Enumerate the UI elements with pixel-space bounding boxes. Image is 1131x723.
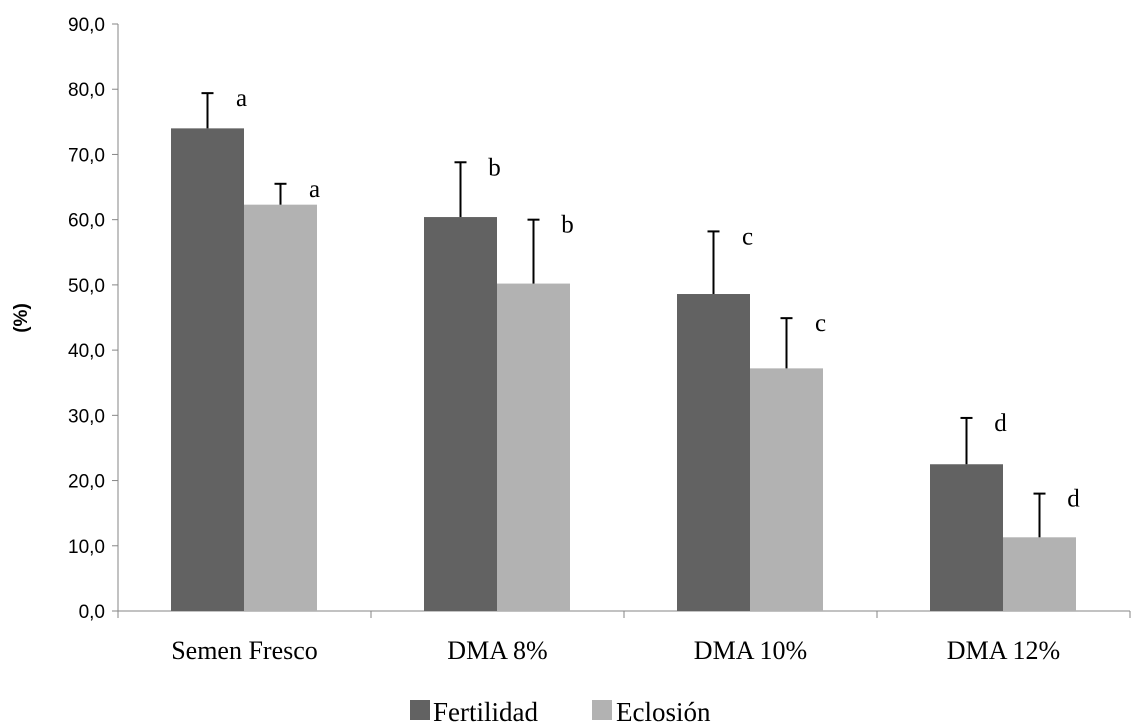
- category-label: DMA 12%: [947, 636, 1060, 665]
- y-tick-label: 40,0: [68, 341, 105, 362]
- y-tick-label: 50,0: [68, 276, 105, 297]
- significance-letter-fertilidad: d: [994, 410, 1007, 437]
- y-axis-title: (%): [11, 303, 32, 333]
- bar-eclosion: [244, 204, 317, 611]
- y-tick-label: 10,0: [68, 537, 105, 558]
- bar-fertilidad: [424, 217, 497, 611]
- y-axis: 0,0 10,0 20,0 30,0 40,0 50,0 60,0 70,0 80,0 90,0: [68, 15, 119, 623]
- y-tick-label: 90,0: [68, 15, 105, 36]
- y-tick-label: 30,0: [68, 406, 105, 427]
- y-tick-label: 70,0: [68, 145, 105, 166]
- error-bars: [201, 92, 1046, 538]
- significance-letter-eclosion: b: [561, 212, 574, 239]
- legend: Fertilidad Eclosión: [410, 697, 711, 723]
- significance-letter-eclosion: c: [815, 310, 826, 337]
- category-labels: Semen Fresco DMA 8% DMA 10% DMA 12%: [171, 636, 1060, 665]
- significance-letter-fertilidad: b: [488, 154, 501, 181]
- legend-swatch-fertilidad: [410, 700, 430, 720]
- significance-letter-fertilidad: a: [236, 85, 247, 112]
- bar-fertilidad: [930, 464, 1003, 611]
- bar-fertilidad: [677, 294, 750, 611]
- bar-eclosion: [750, 368, 823, 611]
- y-tick-label: 20,0: [68, 472, 105, 493]
- y-tick-label: 80,0: [68, 80, 105, 101]
- bar-fertilidad: [171, 128, 244, 611]
- significance-labels: a b c d a b c d: [236, 85, 1080, 512]
- category-label: Semen Fresco: [171, 636, 318, 665]
- category-label: DMA 10%: [694, 636, 807, 665]
- x-axis: [117, 610, 1131, 618]
- significance-letter-eclosion: d: [1067, 486, 1080, 513]
- bar-eclosion: [1003, 537, 1076, 611]
- category-label: DMA 8%: [447, 636, 547, 665]
- bar-eclosion: [497, 283, 570, 611]
- significance-letter-fertilidad: c: [742, 223, 753, 250]
- y-tick-label: 0,0: [79, 602, 105, 623]
- bars: [171, 128, 1076, 611]
- significance-letter-eclosion: a: [309, 176, 320, 203]
- legend-swatch-eclosion: [592, 700, 612, 720]
- y-tick-label: 60,0: [68, 211, 105, 232]
- legend-label-eclosion: Eclosión: [616, 697, 711, 723]
- legend-label-fertilidad: Fertilidad: [433, 697, 538, 723]
